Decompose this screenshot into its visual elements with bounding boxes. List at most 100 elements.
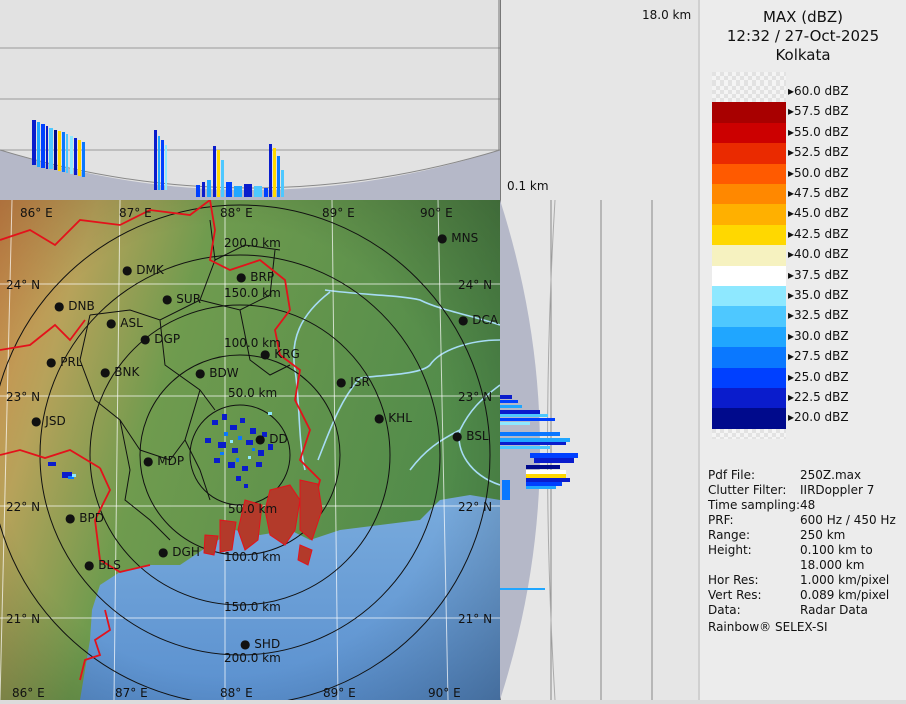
right-cross-section-plot bbox=[500, 0, 700, 701]
city-khl: ● KHL bbox=[374, 411, 412, 425]
datetime-label: 12:32 / 27-Oct-2025 bbox=[726, 27, 880, 45]
range-label-150-north: 150.0 km bbox=[224, 286, 281, 300]
color-swatch bbox=[712, 102, 786, 124]
color-scale-label: ▸47.5 dBZ bbox=[788, 186, 849, 200]
city-jsd: ● JSD bbox=[31, 414, 66, 428]
color-scale-label: ▸50.0 dBZ bbox=[788, 165, 849, 180]
color-scale-label: ▸40.0 dBZ bbox=[788, 247, 849, 262]
lat-lon-grid bbox=[0, 200, 500, 700]
lat-label-left-24: 24° N bbox=[6, 278, 41, 292]
lon-label-bottom-89: 89° E bbox=[323, 686, 356, 700]
district-boundaries bbox=[79, 219, 291, 541]
info-key: PRF: bbox=[708, 513, 734, 527]
lat-label-left-21: 21° N bbox=[6, 612, 41, 626]
info-value: 1.000 km/pixel bbox=[800, 573, 890, 587]
range-label-100-south: 100.0 km bbox=[224, 550, 281, 564]
state-boundaries bbox=[0, 200, 321, 681]
city-bdw: ● BDW bbox=[195, 366, 239, 380]
info-key: Height: bbox=[708, 543, 752, 557]
lon-label-bottom-90: 90° E bbox=[428, 686, 461, 700]
lon-label-top-88: 88° E bbox=[220, 206, 253, 220]
color-swatch bbox=[712, 347, 786, 369]
color-swatch bbox=[712, 143, 786, 165]
city-shd: ● SHD bbox=[240, 637, 281, 651]
rivers bbox=[293, 289, 500, 486]
color-swatch bbox=[712, 204, 786, 226]
info-value: 600 Hz / 450 Hz bbox=[800, 513, 896, 527]
color-swatch bbox=[712, 224, 786, 246]
top-echo-columns bbox=[32, 120, 284, 197]
range-cone-shade-side bbox=[500, 200, 540, 700]
color-swatch-above-max bbox=[712, 72, 786, 82]
info-key: Clutter Filter: bbox=[708, 483, 787, 497]
info-key: Range: bbox=[708, 528, 751, 542]
range-label-200-south: 200.0 km bbox=[224, 651, 281, 665]
city-asl: ● ASL bbox=[106, 316, 143, 330]
info-key: Hor Res: bbox=[708, 573, 759, 587]
range-label-50-north: 50.0 km bbox=[228, 386, 278, 400]
lat-label-right-21: 21° N bbox=[458, 612, 493, 626]
side-echo-rows bbox=[500, 395, 578, 590]
city-dca: ● DCA bbox=[458, 313, 499, 327]
city-mns: ● MNS bbox=[437, 231, 479, 245]
color-scale-label: ▸52.5 dBZ bbox=[788, 145, 849, 160]
map-canvas bbox=[0, 200, 500, 700]
color-scale: ▸60.0 dBZ ▸57.5 dBZ ▸55.0 dBZ ▸52.5 dBZ ▸50.… bbox=[712, 72, 852, 439]
color-scale-label: ▸55.0 dBZ bbox=[788, 124, 849, 139]
color-swatch bbox=[712, 82, 786, 103]
lon-label-top-87: 87° E bbox=[119, 206, 152, 220]
lat-label-right-23: 23° N bbox=[458, 390, 493, 404]
info-key: Vert Res: bbox=[708, 588, 762, 602]
range-rings bbox=[0, 204, 491, 700]
city-dgp: ● DGP bbox=[140, 332, 181, 346]
lon-label-bottom-87: 87° E bbox=[115, 686, 148, 700]
city-bpd: ● BPD bbox=[65, 511, 105, 525]
city-dnb: ● DNB bbox=[54, 299, 95, 313]
info-value: 250 km bbox=[800, 528, 846, 542]
color-scale-label: ▸32.5 dBZ bbox=[788, 308, 849, 323]
info-value: 250Z.max bbox=[800, 468, 862, 482]
city-dmk: ● DMK bbox=[122, 263, 164, 277]
range-label-200-north: 200.0 km bbox=[224, 236, 281, 250]
color-scale-label: ▸35.0 dBZ bbox=[788, 288, 849, 302]
info-table: Pdf File: 250Z.max Clutter Filter: IIRDoppl… bbox=[700, 468, 906, 618]
info-value: 0.100 km to bbox=[800, 543, 873, 557]
range-label-100-north: 100.0 km bbox=[224, 336, 281, 350]
city-brp: ● BRP bbox=[236, 270, 275, 284]
city-bnk: ● BNK bbox=[100, 365, 140, 379]
color-scale-label: ▸30.0 dBZ bbox=[788, 328, 849, 343]
range-label-50-south: 50.0 km bbox=[228, 502, 278, 516]
color-swatch bbox=[712, 184, 786, 205]
color-scale-label: ▸25.0 dBZ bbox=[788, 369, 849, 384]
lon-label-bottom-88: 88° E bbox=[220, 686, 253, 700]
lon-label-top-90: 90° E bbox=[420, 206, 453, 220]
info-value: 48 bbox=[800, 498, 816, 512]
info-key: Time sampling: bbox=[708, 498, 801, 512]
vendor-footer: Rainbow® SELEX-SI bbox=[708, 620, 828, 634]
city-dd: ● DD bbox=[255, 432, 288, 446]
color-swatch bbox=[712, 265, 786, 287]
city-bls: ● BLS bbox=[84, 558, 121, 572]
color-scale-label: ▸42.5 dBZ bbox=[788, 226, 849, 241]
info-value: 0.089 km/pixel bbox=[800, 588, 890, 602]
lat-label-left-22: 22° N bbox=[6, 500, 41, 514]
city-bsl: ● BSL bbox=[452, 429, 489, 443]
info-key: Pdf File: bbox=[708, 468, 756, 482]
sundarbans-islands bbox=[203, 479, 323, 566]
right-cross-section-panel bbox=[500, 0, 700, 701]
color-swatch bbox=[712, 367, 786, 389]
station-name: Kolkata bbox=[775, 46, 831, 64]
lon-label-bottom-86: 86° E bbox=[12, 686, 45, 700]
info-value: IIRDoppler 7 bbox=[800, 483, 875, 497]
color-scale-label: ▸57.5 dBZ bbox=[788, 104, 849, 119]
lat-label-left-23: 23° N bbox=[6, 390, 41, 404]
color-scale-label: ▸60.0 dBZ bbox=[788, 84, 849, 98]
radar-map: 86° E 87° E 88° E 89° E 90° E 86° E 87° … bbox=[0, 200, 500, 700]
range-label-150-south: 150.0 km bbox=[224, 600, 281, 614]
info-value: Radar Data bbox=[800, 603, 868, 617]
city-sur: ● SUR bbox=[162, 292, 202, 306]
color-scale-label: ▸20.0 dBZ bbox=[788, 410, 849, 425]
legend-panel: MAX (dBZ) 12:32 / 27-Oct-2025 Kolkata ▸6… bbox=[700, 0, 906, 700]
top-cross-section-plot bbox=[0, 0, 501, 200]
color-scale-label: ▸45.0 dBZ bbox=[788, 206, 849, 221]
